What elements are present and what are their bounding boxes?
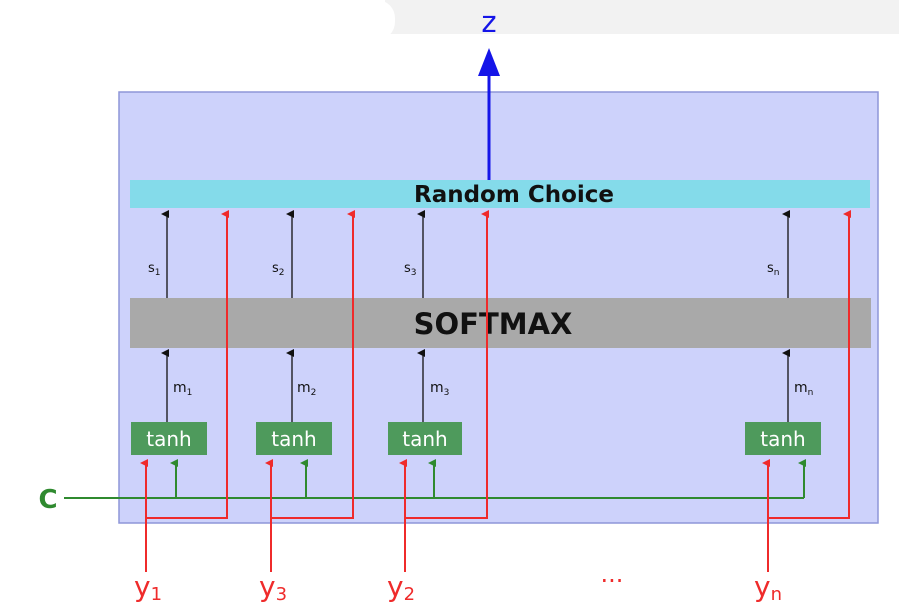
softmax-bar — [130, 298, 871, 348]
output-label: z — [481, 5, 496, 39]
random-choice-label: Random Choice — [414, 182, 614, 208]
ellipsis: ... — [601, 560, 624, 588]
s-label: s3 — [404, 261, 417, 278]
output-arrow-head — [478, 48, 500, 76]
column-2: tanh m2 s2 y3 — [256, 210, 355, 605]
tanh-box — [256, 422, 332, 455]
m-label: m2 — [297, 380, 316, 398]
m-label: m3 — [430, 380, 449, 398]
s-label: s1 — [148, 261, 161, 278]
y-label: y3 — [259, 570, 287, 605]
s-label: s2 — [272, 261, 285, 278]
y-label: yn — [754, 570, 782, 605]
context-label: C — [38, 485, 57, 515]
softmax-label: SOFTMAX — [414, 307, 573, 341]
random-choice-bar — [130, 180, 870, 208]
column-n: tanh mn sn yn — [745, 210, 851, 605]
m-label: m1 — [173, 380, 192, 398]
tanh-label: tanh — [760, 427, 805, 451]
y-bypass-line — [768, 210, 851, 519]
column-1: tanh m1 s1 y1 — [131, 210, 229, 605]
tanh-label: tanh — [146, 427, 191, 451]
tanh-label: tanh — [402, 427, 447, 451]
top-shade — [385, 0, 899, 34]
tanh-box — [131, 422, 207, 455]
top-shade-corner — [0, 0, 395, 40]
y-bypass-line — [405, 210, 489, 519]
column-3: tanh m3 s3 y2 — [387, 210, 489, 605]
tanh-box — [745, 422, 821, 455]
tanh-label: tanh — [271, 427, 316, 451]
y-label: y1 — [134, 570, 162, 605]
y-bypass-line — [271, 210, 355, 519]
y-bypass-line — [146, 210, 229, 519]
m-label: mn — [794, 380, 813, 398]
s-label: sn — [767, 261, 780, 278]
y-label: y2 — [387, 570, 415, 605]
tanh-box — [388, 422, 462, 455]
